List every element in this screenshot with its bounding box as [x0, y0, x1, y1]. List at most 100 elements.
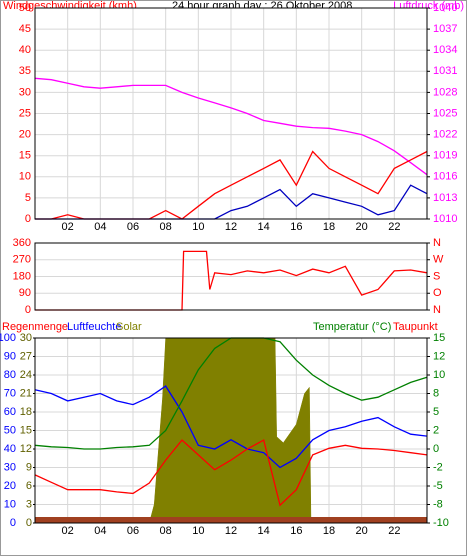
tick-label: 15	[433, 332, 445, 344]
tick-label: 5	[25, 192, 31, 204]
x-tick-label: 04	[94, 221, 106, 233]
legend-dewpoint: Taupunkt	[393, 321, 438, 333]
tick-label: 70	[4, 387, 16, 399]
tick-label: 10	[433, 369, 445, 381]
tick-label: 27	[20, 350, 32, 362]
tick-label: N	[433, 237, 441, 249]
line	[34, 385, 428, 469]
tick-label: -5	[433, 480, 443, 492]
tick-label: 18	[20, 406, 32, 418]
tick-label: 50	[19, 2, 31, 14]
x-tick-label: 16	[290, 525, 302, 537]
tick-label: 9	[26, 461, 32, 473]
tick-label: 80	[4, 369, 16, 381]
legend-solar: Solar	[116, 321, 142, 333]
tick-label: 1022	[433, 129, 457, 141]
tick-label: 3	[26, 498, 32, 510]
tick-label: 12	[20, 443, 32, 455]
tick-label: 1031	[433, 65, 457, 77]
tick-label: 6	[26, 480, 32, 492]
tick-label: O	[433, 287, 442, 299]
x-tick-label: 06	[127, 221, 139, 233]
tick-label: 0	[433, 443, 439, 455]
wind-label: Windgeschwindigkeit (kmh)	[3, 0, 137, 12]
tick-label: 90	[19, 287, 31, 299]
tick-label: 0	[25, 304, 31, 316]
tick-label: 90	[4, 350, 16, 362]
x-tick-label: 12	[225, 525, 237, 537]
tick-label: 15	[20, 424, 32, 436]
tick-label: 10	[19, 171, 31, 183]
tick-label: 30	[19, 86, 31, 98]
plot-frame	[34, 337, 428, 524]
tick-label: 60	[4, 406, 16, 418]
chart-title: 24 hour graph day : 26 Oktober 2008	[172, 0, 352, 12]
tick-label: 35	[19, 65, 31, 77]
x-tick-label: 16	[290, 221, 302, 233]
tick-label: 1037	[433, 23, 457, 35]
tick-label: 1016	[433, 171, 457, 183]
legend-humidity: Luftfeuchte	[67, 321, 121, 333]
tick-label: -10	[433, 517, 449, 529]
tick-label: 1028	[433, 86, 457, 98]
x-tick-label: 22	[388, 221, 400, 233]
tick-label: 8	[433, 387, 439, 399]
x-tick-label: 02	[62, 221, 74, 233]
x-tick-label: 20	[356, 525, 368, 537]
line	[35, 250, 428, 311]
tick-label: 40	[4, 443, 16, 455]
tick-label: 180	[13, 270, 31, 282]
tick-label: 1040	[433, 2, 457, 14]
tick-label: 40	[19, 44, 31, 56]
tick-label: 0	[10, 517, 16, 529]
x-tick-label: 18	[323, 525, 335, 537]
tick-label: 45	[19, 23, 31, 35]
tick-label: 1019	[433, 150, 457, 162]
x-tick-label: 10	[192, 221, 204, 233]
tick-label: S	[433, 270, 440, 282]
x-tick-label: 10	[192, 525, 204, 537]
tick-label: 1010	[433, 213, 457, 225]
tick-label: 30	[4, 461, 16, 473]
x-tick-label: 22	[388, 525, 400, 537]
line	[34, 439, 428, 507]
tick-label: 24	[20, 369, 32, 381]
tick-label: -2	[433, 461, 443, 473]
tick-label: 270	[13, 254, 31, 266]
tick-label: 20	[19, 129, 31, 141]
x-tick-label: 14	[258, 221, 270, 233]
tick-label: 10	[4, 498, 16, 510]
tick-label: 15	[19, 150, 31, 162]
tick-label: 1013	[433, 192, 457, 204]
tick-label: 50	[4, 424, 16, 436]
x-tick-label: 12	[225, 221, 237, 233]
pressure-label: Luftdruck (mb)	[393, 0, 464, 12]
tick-label: 30	[20, 332, 32, 344]
tick-label: -8	[433, 498, 443, 510]
tick-label: 1025	[433, 107, 457, 119]
x-tick-label: 04	[94, 525, 106, 537]
tick-label: N	[433, 304, 441, 316]
tick-label: 12	[433, 350, 445, 362]
x-tick-label: 18	[323, 221, 335, 233]
tick-label: 360	[13, 237, 31, 249]
x-tick-label: 06	[127, 525, 139, 537]
legend-temperature: Temperatur (°C)	[313, 321, 391, 333]
x-tick-label: 08	[160, 525, 172, 537]
x-tick-label: 20	[356, 221, 368, 233]
tick-label: 5	[433, 406, 439, 418]
x-tick-label: 14	[258, 525, 270, 537]
plot-frame	[34, 242, 428, 311]
tick-label: 100	[0, 332, 16, 344]
tick-label: 0	[26, 517, 32, 529]
tick-label: W	[433, 254, 444, 266]
tick-label: 2	[433, 424, 439, 436]
area	[35, 337, 427, 524]
x-tick-label: 08	[160, 221, 172, 233]
tick-label: 25	[19, 107, 31, 119]
plot-frame	[34, 7, 428, 220]
tick-label: 1034	[433, 44, 457, 56]
line	[34, 77, 428, 176]
x-tick-label: 02	[62, 525, 74, 537]
